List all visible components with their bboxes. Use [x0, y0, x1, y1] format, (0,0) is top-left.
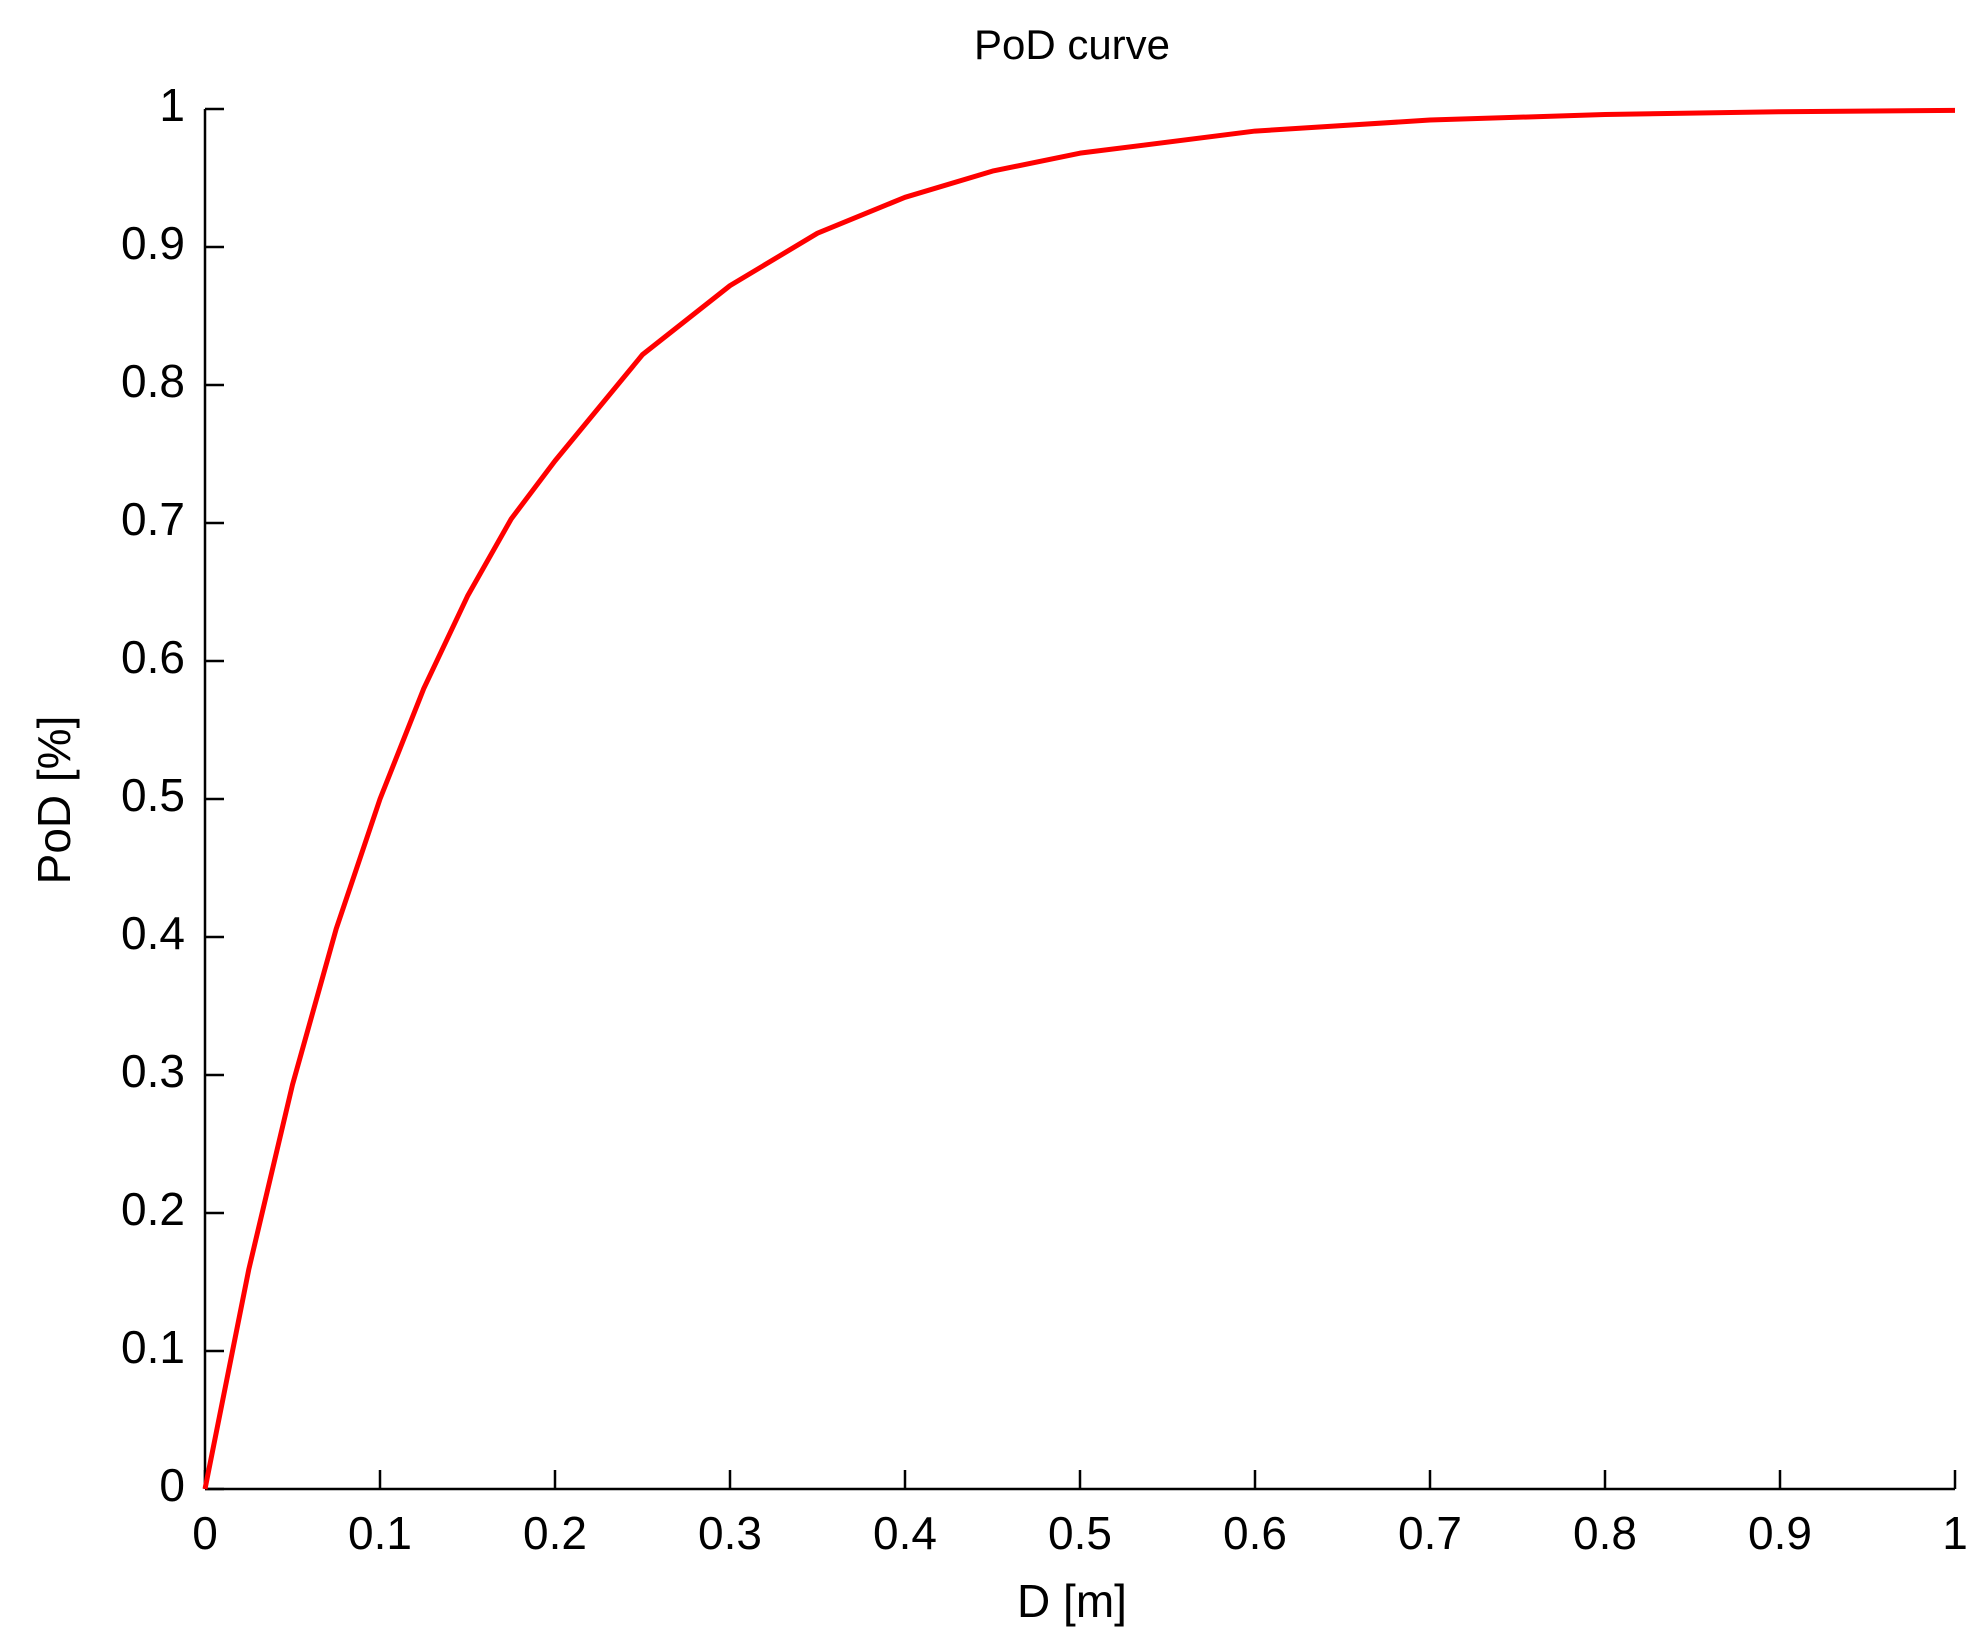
x-tick-label: 0.7: [1398, 1507, 1462, 1559]
y-tick-label: 0.9: [121, 217, 185, 269]
x-tick-label: 0.1: [348, 1507, 412, 1559]
y-tick-label: 0.3: [121, 1045, 185, 1097]
y-axis-label: PoD [%]: [28, 716, 80, 885]
x-tick-label: 0: [192, 1507, 218, 1559]
y-tick-label: 0.1: [121, 1321, 185, 1373]
x-tick-label: 0.6: [1223, 1507, 1287, 1559]
x-tick-label: 0.5: [1048, 1507, 1112, 1559]
y-tick-label: 0.5: [121, 769, 185, 821]
chart-title: PoD curve: [974, 21, 1170, 68]
x-tick-label: 0.4: [873, 1507, 937, 1559]
y-tick-label: 0.8: [121, 355, 185, 407]
x-tick-label: 0.2: [523, 1507, 587, 1559]
y-tick-label: 0.7: [121, 493, 185, 545]
x-tick-label: 1: [1942, 1507, 1968, 1559]
x-tick-label: 0.9: [1748, 1507, 1812, 1559]
data-line: [202, 107, 1956, 1490]
x-tick-label: 0.3: [698, 1507, 762, 1559]
y-tick-label: 0: [159, 1459, 185, 1511]
x-axis-label: D [m]: [1017, 1575, 1127, 1627]
y-tick-label: 0.4: [121, 907, 185, 959]
y-tick-label: 0.6: [121, 631, 185, 683]
y-tick-label: 1: [159, 79, 185, 131]
y-tick-label: 0.2: [121, 1183, 185, 1235]
x-tick-label: 0.8: [1573, 1507, 1637, 1559]
